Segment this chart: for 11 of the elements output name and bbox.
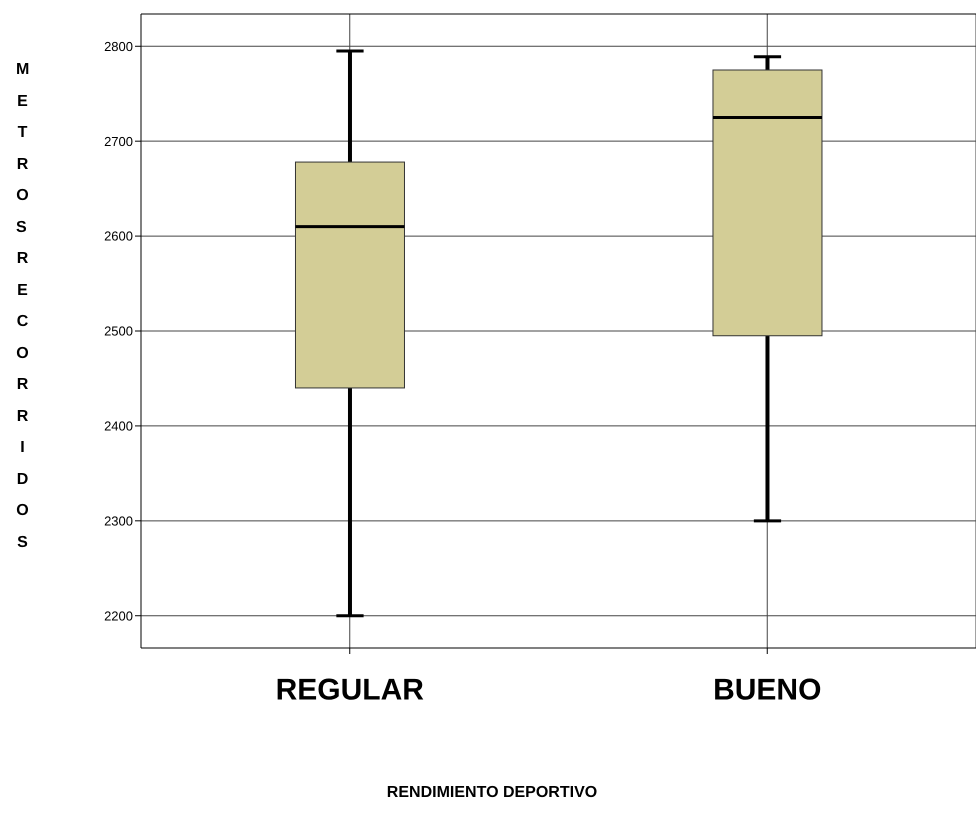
text: METROS RECORRIDOS bbox=[16, 61, 30, 550]
y-tick-label: 2800 bbox=[104, 38, 133, 54]
x-tick-label: BUENO bbox=[713, 673, 822, 706]
y-tick-label: 2300 bbox=[104, 513, 133, 528]
y-tick-label: 2200 bbox=[104, 608, 133, 624]
y-tick-label: 2500 bbox=[104, 324, 133, 339]
y-tick-label: 2600 bbox=[104, 228, 133, 244]
y-tick-label: 2400 bbox=[104, 418, 133, 434]
y-tick-label: 2700 bbox=[104, 134, 133, 149]
x-tick-label: REGULAR bbox=[276, 673, 424, 706]
x-axis-title: RENDIMIENTO DEPORTIVO bbox=[386, 784, 598, 802]
